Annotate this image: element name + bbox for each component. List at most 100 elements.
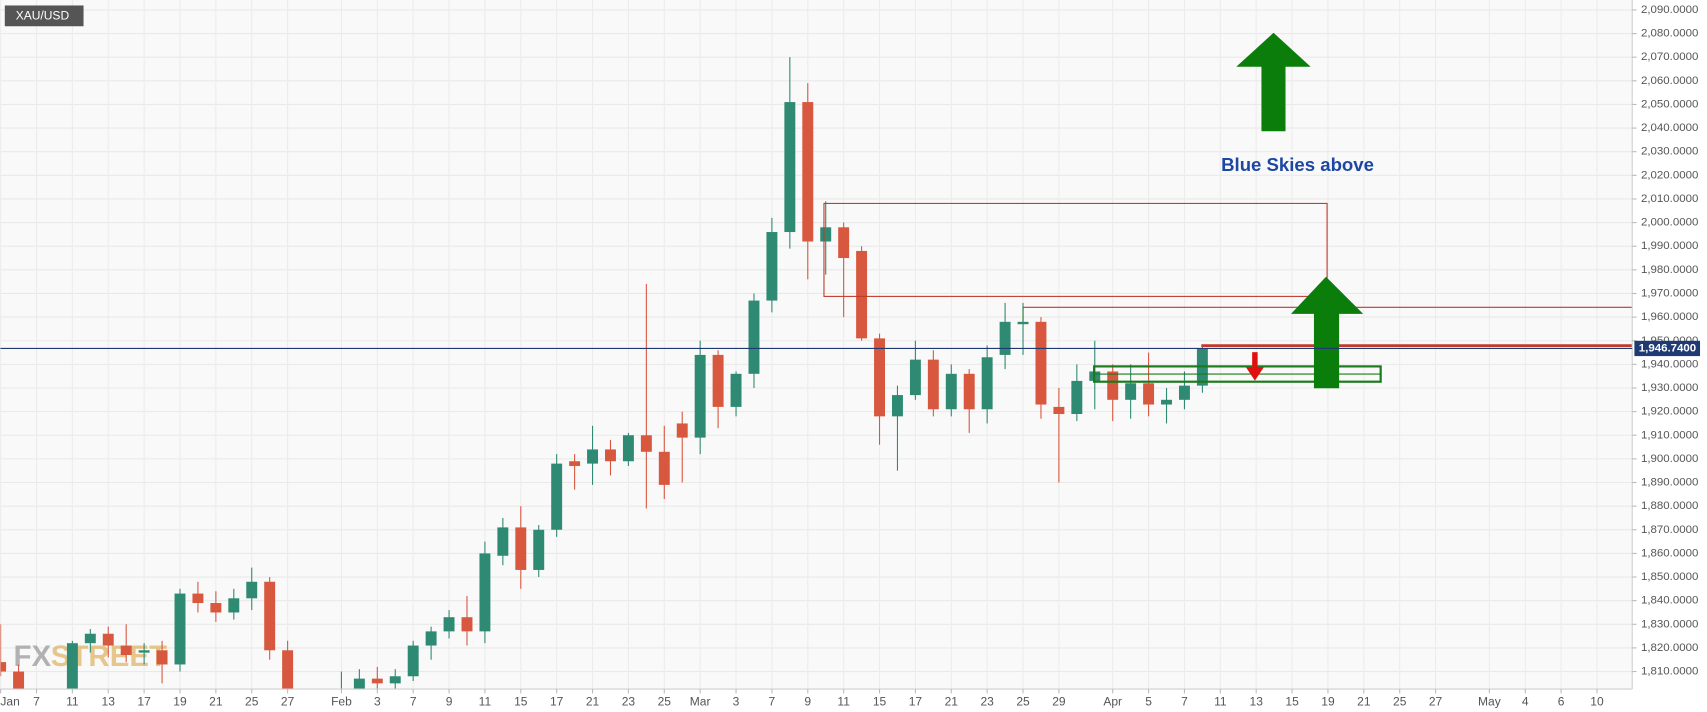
candle-body [622,435,634,462]
arrow-up-shaft [1261,65,1286,132]
x-tick-label: 17 [137,694,151,708]
x-tick-label: 19 [1321,694,1335,708]
x-tick-label: 21 [945,694,959,708]
symbol-badge: XAU/USD [4,5,84,27]
candle-body [210,603,222,613]
candle-body [856,250,868,339]
candle-body [999,321,1011,355]
y-tick-label: 1,970.0000 [1641,288,1698,300]
candle-body [371,678,383,684]
candle-body [120,645,132,656]
candle-body [909,359,921,396]
x-tick-label: 17 [909,694,923,708]
candle-body [1053,406,1065,414]
x-tick-label: 7 [410,694,417,708]
last-price-label: 1,946.7400 [1639,342,1696,354]
y-tick-label: 1,920.0000 [1641,406,1698,418]
candle-body [246,581,258,599]
x-tick-label: 15 [514,694,528,708]
x-tick-label: 4 [1522,694,1529,708]
x-tick-label: 11 [479,694,492,708]
x-tick-label: 11 [837,694,850,708]
arrow-down-shaft [1252,352,1258,369]
y-tick-label: 2,040.0000 [1641,122,1698,134]
x-tick-label: 15 [1285,694,1299,708]
y-tick-label: 2,030.0000 [1641,146,1698,158]
x-tick-label: 7 [769,694,776,708]
y-tick-label: 1,810.0000 [1641,666,1698,678]
x-tick-label: 25 [245,694,259,708]
last-price: 1,946.7400 [0,340,1701,357]
drawings: Blue Skies above [823,32,1633,389]
candle-body [407,645,419,677]
candle-body [605,449,616,462]
resistance-box [823,202,1328,297]
candle-body [838,227,850,259]
y-tick-label: 2,060.0000 [1641,75,1698,87]
y-tick-label: 1,930.0000 [1641,382,1698,394]
candle-body [138,650,150,653]
candle-body [891,395,903,417]
y-tick-label: 1,850.0000 [1641,571,1698,583]
x-tick-label: Jan [0,694,19,708]
y-tick-label: 1,890.0000 [1641,477,1698,489]
x-tick-label: 11 [66,694,79,708]
x-tick-label: 3 [733,694,740,708]
candle-body [820,227,832,242]
candle-body [66,643,78,690]
candle-body [443,617,455,632]
x-tick-label: 29 [1052,694,1066,708]
y-tick-label: 1,830.0000 [1641,618,1698,630]
y-tick-label: 2,010.0000 [1641,193,1698,205]
candle-body [13,671,25,690]
x-tick-label: 25 [1016,694,1030,708]
x-tick-label: Mar [690,694,711,708]
y-tick-label: 2,050.0000 [1641,98,1698,110]
candle-body [84,633,96,644]
candle-body [712,354,724,407]
candle-body [353,678,365,690]
x-tick-label: 10 [1590,694,1604,708]
candle-body [802,102,814,242]
candle-body [1107,371,1119,400]
arrow-up-head [1290,276,1364,314]
y-tick-label: 1,900.0000 [1641,453,1698,465]
y-tick-label: 2,070.0000 [1641,51,1698,63]
y-tick-label: 1,870.0000 [1641,524,1698,536]
x-tick-label: Feb [331,694,352,708]
x-tick-label: 6 [1558,694,1565,708]
x-tick-label: 25 [1393,694,1407,708]
x-tick-label: 27 [1429,694,1443,708]
candle-body [156,650,168,665]
candle-body [1161,399,1172,405]
x-tick-label: 21 [1357,694,1371,708]
x-tick-label: 17 [550,694,564,708]
arrow-up-shaft [1313,312,1340,389]
candle-body [174,593,186,665]
candle-body [963,373,975,410]
x-tick-label: 11 [1214,694,1227,708]
x-tick-label: 15 [873,694,887,708]
candle-body [569,461,581,466]
arrow-down-head [1246,367,1264,381]
candle-body [766,232,778,301]
candle-body [551,463,563,530]
symbol-background [4,5,84,27]
x-tick-label: 5 [1145,694,1152,708]
x-tick-label: 25 [658,694,672,708]
candle-body [1125,383,1137,400]
candle-body [784,102,796,233]
x-tick-label: 9 [446,694,453,708]
y-tick-label: 1,980.0000 [1641,264,1698,276]
x-tick-label: 21 [209,694,223,708]
candle-body [1017,321,1029,325]
candle-body [425,631,437,646]
y-tick-label: 2,000.0000 [1641,217,1698,229]
candle-body [694,354,706,438]
y-tick-label: 1,820.0000 [1641,642,1698,654]
x-tick-label: 21 [586,694,600,708]
candle-body [533,529,545,570]
candle-body [640,435,652,452]
y-tick-label: 1,960.0000 [1641,311,1698,323]
candle-body [264,581,276,651]
